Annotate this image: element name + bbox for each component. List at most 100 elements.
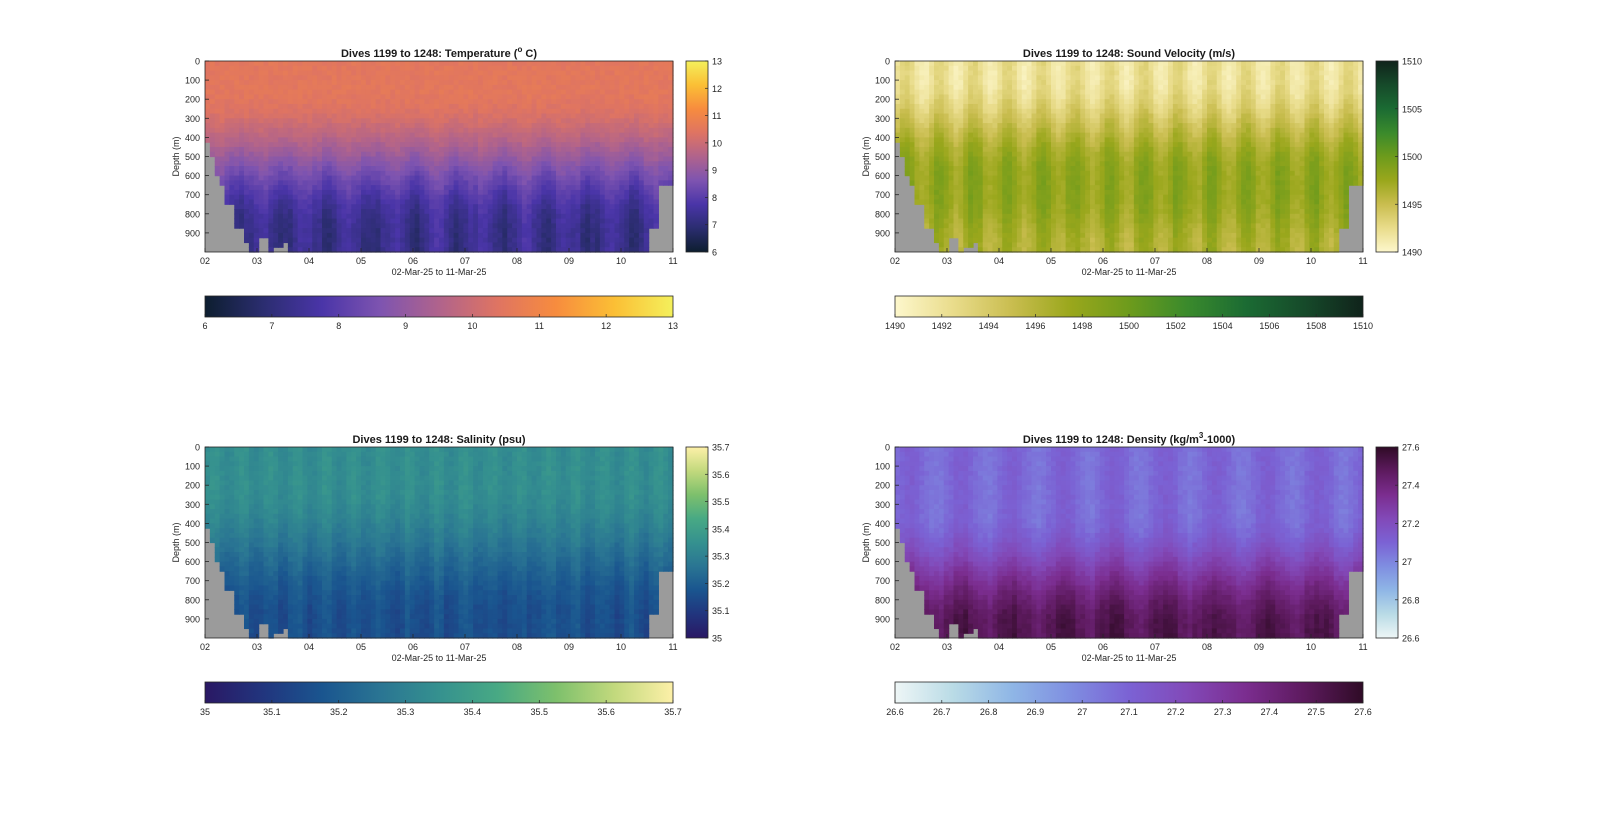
heatmap-cell xyxy=(214,113,221,119)
heatmap-cell xyxy=(429,185,435,191)
heatmap-cell xyxy=(512,170,518,177)
heatmap-cell xyxy=(297,170,304,177)
heatmap-cell xyxy=(526,89,533,96)
heatmap-cell xyxy=(982,247,989,253)
heatmap-cell xyxy=(322,127,328,134)
heatmap-cell xyxy=(604,161,611,167)
heatmap-cell xyxy=(497,237,503,244)
heatmap-cell xyxy=(346,80,352,86)
heatmap-cell xyxy=(1036,127,1042,134)
heatmap-cell xyxy=(234,61,240,67)
heatmap-cell xyxy=(565,175,572,181)
heatmap-cell xyxy=(953,123,959,129)
heatmap-cell xyxy=(517,175,523,181)
heatmap-cell xyxy=(638,123,645,129)
heatmap-cell xyxy=(560,242,567,248)
heatmap-cell xyxy=(521,223,528,229)
panel-temperature: Dives 1199 to 1248: Temperature (o C)010… xyxy=(171,45,722,331)
heatmap-cell xyxy=(292,84,299,91)
heatmap-cell xyxy=(638,199,645,205)
heatmap-cell xyxy=(624,209,630,215)
heatmap-cell xyxy=(380,99,386,105)
heatmap-cell xyxy=(899,103,906,110)
heatmap-cell xyxy=(987,209,994,215)
heatmap-cell xyxy=(953,146,959,153)
heatmap-cell xyxy=(400,94,406,100)
heatmap-cell xyxy=(1021,223,1028,229)
heatmap-cell xyxy=(609,132,616,139)
heatmap-cell xyxy=(380,132,386,139)
heatmap-cell xyxy=(395,223,401,229)
heatmap-cell xyxy=(361,137,367,143)
heatmap-cell xyxy=(487,108,494,115)
heatmap-cell xyxy=(512,194,518,201)
heatmap-cell xyxy=(619,166,625,172)
heatmap-cell xyxy=(258,166,265,172)
heatmap-cell xyxy=(507,232,513,239)
heatmap-cell xyxy=(619,175,625,181)
heatmap-cell xyxy=(953,175,959,181)
heatmap-cell xyxy=(404,199,411,205)
heatmap-cell xyxy=(987,242,994,248)
heatmap-cell xyxy=(336,123,343,129)
heatmap-cell xyxy=(234,89,240,96)
heatmap-cell xyxy=(502,84,508,91)
heatmap-cell xyxy=(929,218,935,224)
heatmap-cell xyxy=(517,199,523,205)
heatmap-cell xyxy=(419,65,425,72)
heatmap-cell xyxy=(1012,170,1018,177)
heatmap-cell xyxy=(395,142,401,148)
heatmap-cell xyxy=(938,199,945,205)
heatmap-cell xyxy=(322,142,328,148)
heatmap-cell xyxy=(565,185,572,191)
heatmap-cell xyxy=(283,132,289,139)
heatmap-cell xyxy=(1046,161,1052,167)
heatmap-cell xyxy=(575,137,581,143)
heatmap-cell xyxy=(317,123,323,129)
heatmap-cell xyxy=(356,84,362,91)
heatmap-cell xyxy=(463,65,469,72)
heatmap-cell xyxy=(443,218,450,224)
heatmap-cell xyxy=(273,142,279,148)
heatmap-cell xyxy=(609,65,616,72)
heatmap-cell xyxy=(973,103,979,110)
heatmap-cell xyxy=(517,146,523,153)
heatmap-cell xyxy=(414,113,421,119)
heatmap-cell xyxy=(414,142,421,148)
heatmap-cell xyxy=(556,161,562,167)
heatmap-cell xyxy=(434,189,440,196)
heatmap-cell xyxy=(570,242,577,248)
heatmap-cell xyxy=(463,247,469,253)
heatmap-cell xyxy=(351,146,357,153)
heatmap-cell xyxy=(599,223,606,229)
heatmap-cell xyxy=(943,142,950,148)
heatmap-cell xyxy=(546,80,552,86)
heatmap-cell xyxy=(336,70,343,76)
heatmap-cell xyxy=(244,142,250,148)
heatmap-cell xyxy=(992,199,998,205)
heatmap-cell xyxy=(1055,99,1062,105)
heatmap-cell xyxy=(943,189,950,196)
heatmap-cell xyxy=(987,75,994,81)
heatmap-cell xyxy=(929,132,935,139)
heatmap-cell xyxy=(205,61,211,67)
heatmap-cell xyxy=(497,204,503,210)
heatmap-cell xyxy=(497,61,503,67)
heatmap-cell xyxy=(482,103,489,110)
heatmap-cell xyxy=(317,127,323,134)
heatmap-cell xyxy=(448,194,455,201)
heatmap-cell xyxy=(895,103,901,110)
heatmap-cell xyxy=(424,89,430,96)
heatmap-cell xyxy=(658,65,664,72)
heatmap-cell xyxy=(924,189,930,196)
heatmap-cell xyxy=(361,228,367,234)
heatmap-cell xyxy=(560,156,567,162)
heatmap-cell xyxy=(297,194,304,201)
heatmap-cell xyxy=(502,80,508,86)
heatmap-cell xyxy=(541,99,547,105)
heatmap-cell xyxy=(248,213,255,220)
heatmap-cell xyxy=(914,180,920,186)
heatmap-cell xyxy=(624,175,630,181)
heatmap-cell xyxy=(934,166,940,172)
heatmap-cell xyxy=(278,80,284,86)
